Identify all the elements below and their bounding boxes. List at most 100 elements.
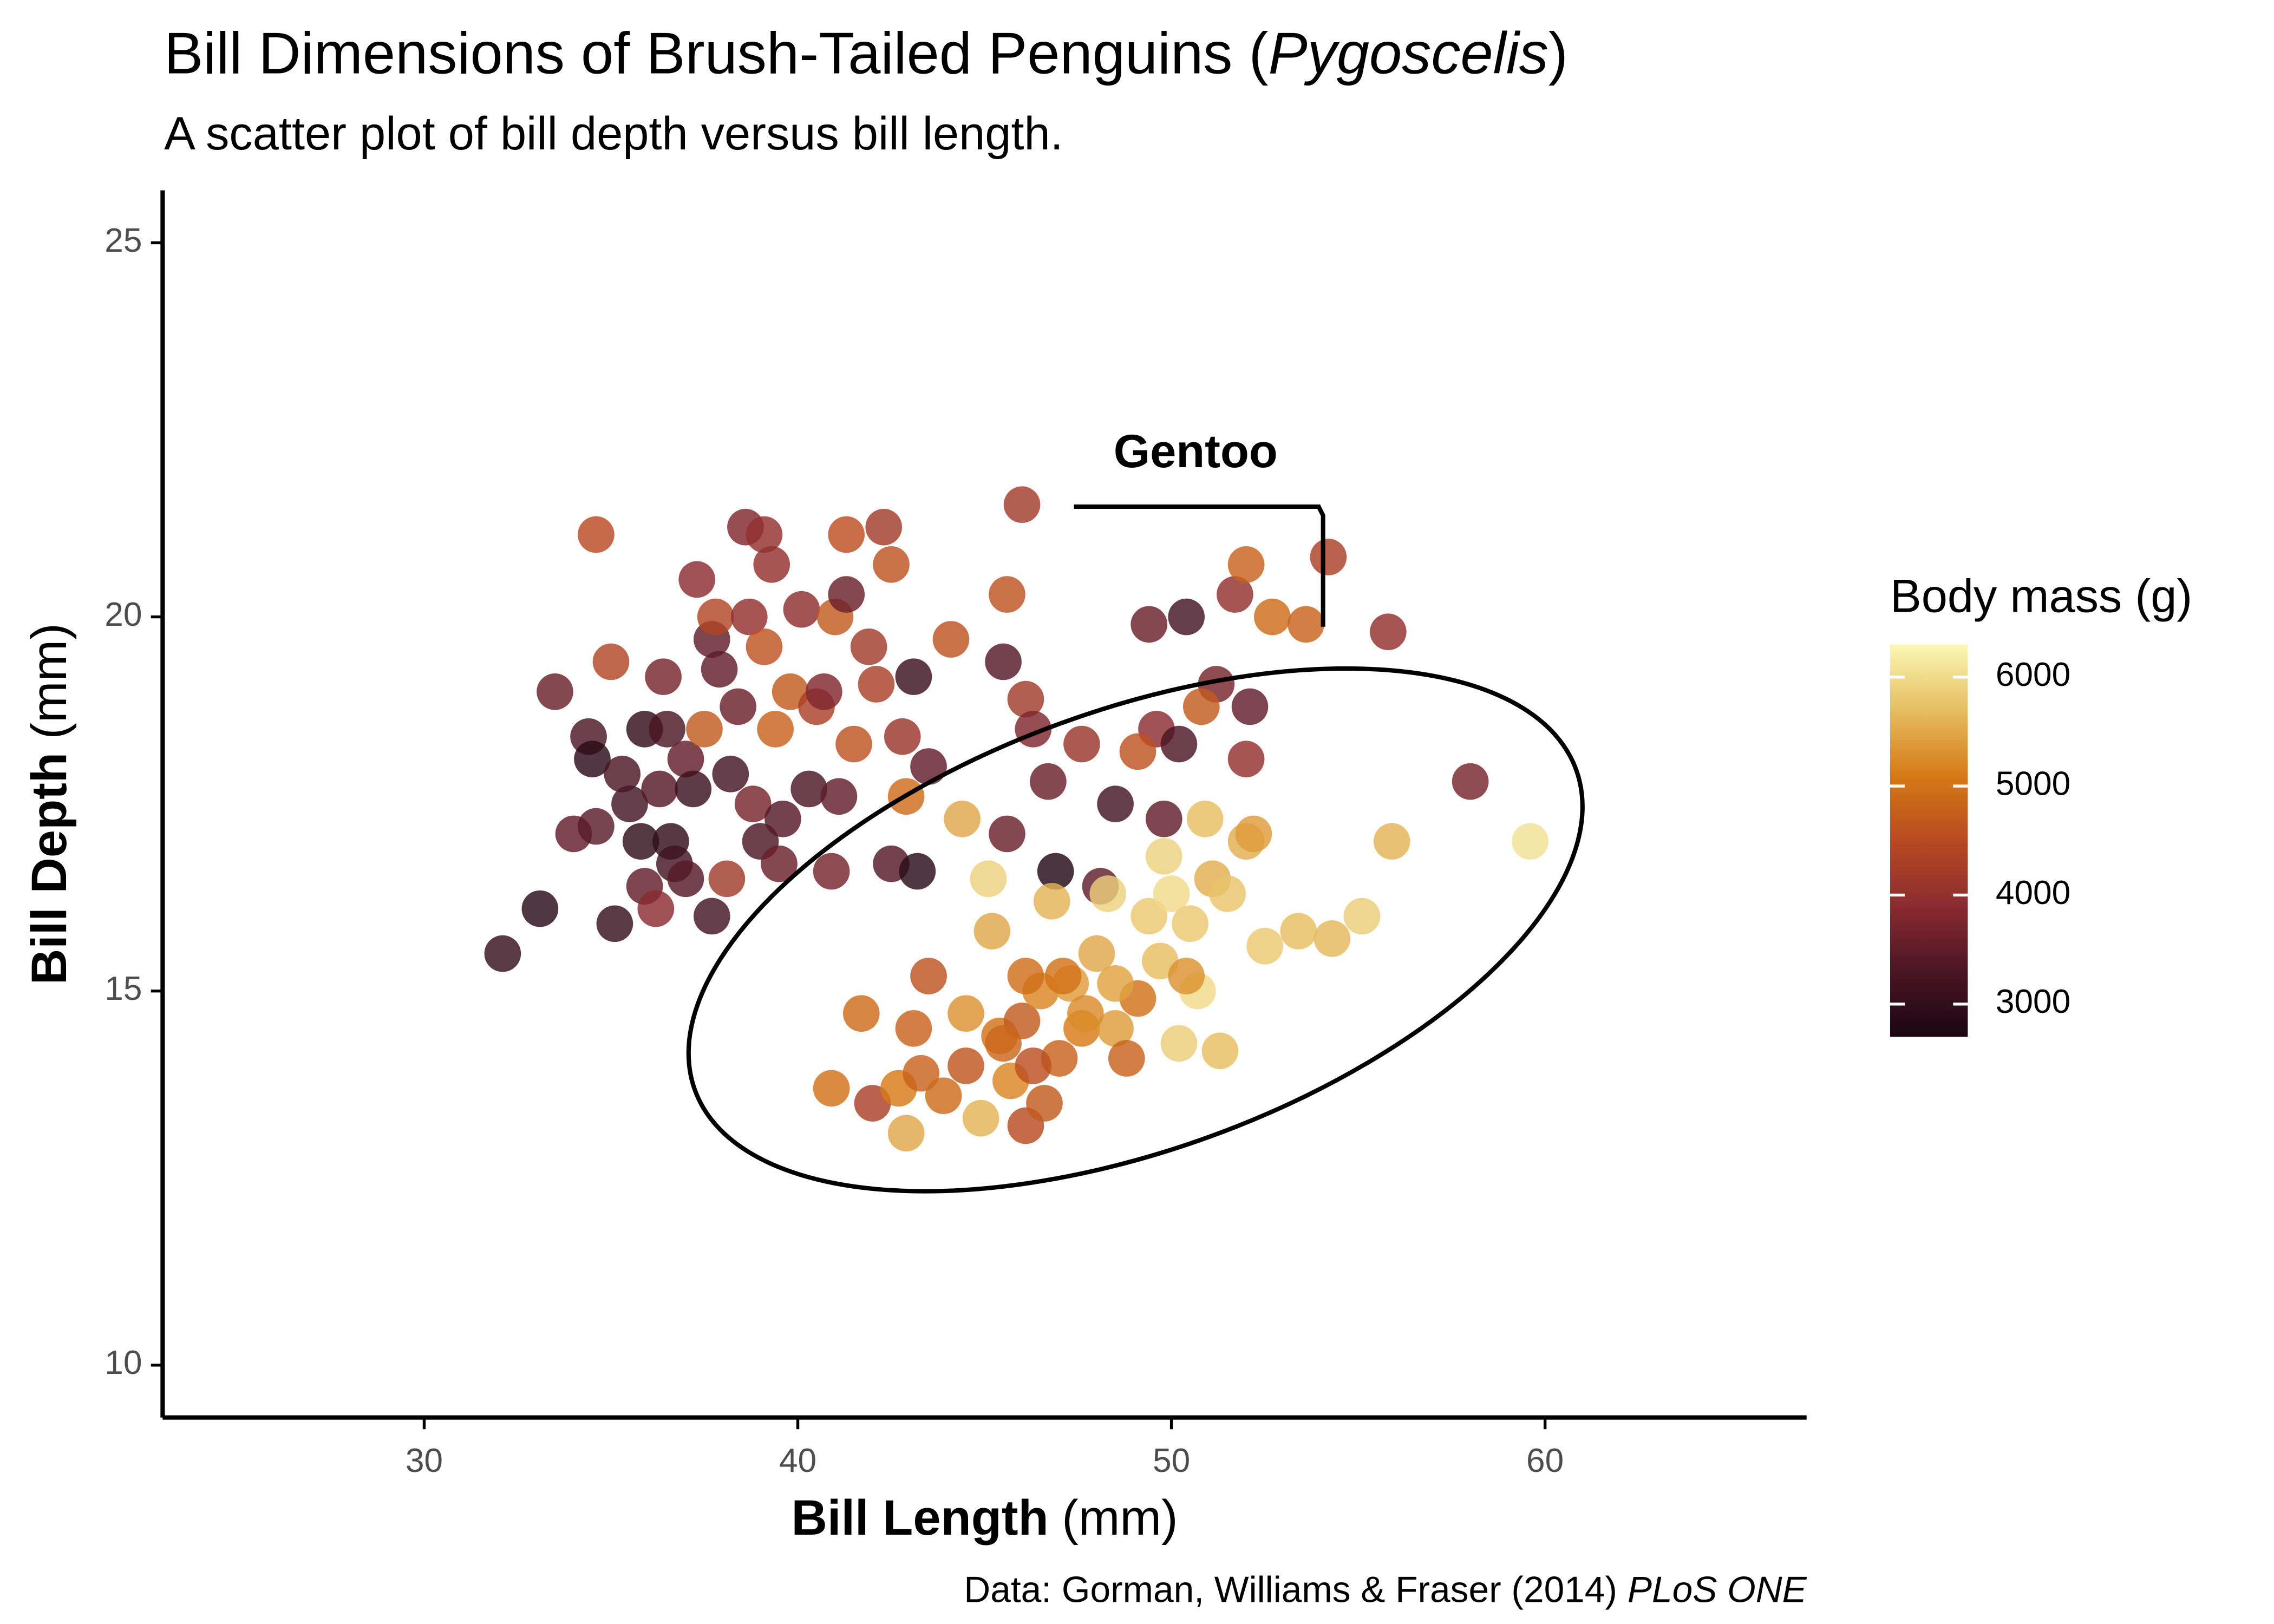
chart-title: Bill Dimensions of Brush-Tailed Penguins…	[164, 20, 1568, 86]
data-point	[667, 860, 704, 898]
data-point	[1235, 815, 1272, 853]
data-point	[596, 905, 633, 942]
data-point	[1153, 875, 1190, 912]
colorbar-tick-label: 6000	[1996, 656, 2070, 693]
data-point	[1097, 785, 1134, 822]
data-point	[944, 800, 981, 837]
data-point	[1343, 898, 1381, 935]
data-point	[985, 643, 1022, 680]
data-point	[484, 935, 521, 972]
data-point	[1231, 688, 1269, 725]
data-point	[753, 546, 790, 583]
data-point	[686, 711, 723, 748]
data-point	[592, 643, 630, 680]
annotation: Gentoo	[1114, 425, 1278, 477]
x-tick-label: 50	[1153, 1442, 1190, 1479]
data-point	[697, 598, 734, 636]
data-point	[1201, 1032, 1239, 1070]
data-point	[989, 576, 1025, 613]
data-point	[1168, 958, 1205, 994]
data-point	[1089, 875, 1127, 912]
data-point	[820, 778, 858, 815]
x-tick-label: 40	[779, 1442, 816, 1479]
y-title-bold: Bill Depth	[22, 752, 77, 985]
data-point	[925, 1077, 962, 1115]
data-point	[701, 651, 738, 688]
data-point	[1119, 733, 1156, 770]
data-point	[761, 845, 798, 882]
data-point	[783, 591, 820, 628]
data-point	[730, 598, 768, 636]
data-point	[1288, 606, 1324, 643]
data-point	[790, 770, 828, 808]
data-point	[895, 1010, 932, 1047]
data-point	[1067, 995, 1104, 1032]
data-point	[1168, 598, 1205, 636]
data-point	[757, 711, 794, 748]
data-point	[1037, 853, 1074, 890]
data-point	[578, 808, 615, 845]
data-point	[910, 748, 947, 785]
data-point	[622, 823, 659, 860]
data-point	[828, 576, 865, 613]
caption: Data: Gorman, Williams & Fraser (2014) PL…	[964, 1569, 1807, 1610]
data-point	[537, 673, 573, 710]
plot-area	[484, 486, 1548, 1152]
data-point	[1030, 763, 1067, 800]
data-point	[1370, 613, 1407, 651]
data-point	[641, 770, 678, 808]
data-point	[989, 815, 1025, 853]
y-axis-title: Bill Depth (mm)	[22, 623, 77, 985]
data-point	[813, 853, 850, 890]
y-tick-label: 15	[104, 970, 142, 1007]
data-point	[1078, 935, 1115, 972]
x-title-unit: (mm)	[1062, 1490, 1178, 1546]
data-point	[1063, 725, 1100, 763]
data-point	[574, 741, 611, 778]
data-point	[637, 890, 675, 927]
data-point	[835, 725, 872, 763]
data-point	[1186, 800, 1224, 837]
data-point	[1310, 539, 1347, 575]
data-point	[843, 995, 880, 1032]
data-point	[970, 860, 1007, 898]
y-tick-label: 10	[104, 1344, 142, 1381]
legend-title: Body mass (g)	[1890, 571, 2192, 623]
y-title-unit: (mm)	[22, 623, 77, 739]
data-point	[899, 853, 936, 890]
title-text: Bill Dimensions of Brush-Tailed Penguins…	[164, 20, 1268, 86]
title-end: )	[1548, 20, 1568, 86]
x-tick-label: 60	[1526, 1442, 1564, 1479]
caption-text: Data: Gorman, Williams & Fraser (2014)	[964, 1569, 1617, 1610]
data-point	[858, 666, 895, 703]
data-point	[611, 785, 648, 822]
data-point	[604, 756, 641, 793]
data-point	[1452, 763, 1489, 800]
data-point	[1097, 1010, 1134, 1047]
gentoo-bracket	[1074, 504, 1325, 627]
data-point	[764, 800, 801, 837]
data-point	[1097, 965, 1134, 1002]
data-point	[850, 628, 887, 665]
y-tick-label: 25	[104, 222, 142, 259]
data-point	[1003, 486, 1041, 523]
title-italic: Pygoscelis	[1269, 20, 1548, 86]
data-point	[1007, 958, 1044, 994]
data-point	[973, 913, 1011, 949]
data-point	[720, 688, 756, 725]
data-point	[645, 658, 682, 695]
data-point	[895, 658, 932, 695]
colorbar-tick-label: 5000	[1996, 765, 2070, 803]
data-point	[578, 516, 615, 553]
data-point	[708, 860, 746, 898]
data-point	[1131, 606, 1168, 643]
data-point	[746, 628, 783, 665]
gentoo-ellipse	[686, 666, 1585, 1194]
colorbar-tick-label: 4000	[1996, 874, 2070, 912]
data-point	[805, 673, 842, 710]
data-point	[693, 898, 730, 935]
data-point	[1314, 920, 1351, 957]
